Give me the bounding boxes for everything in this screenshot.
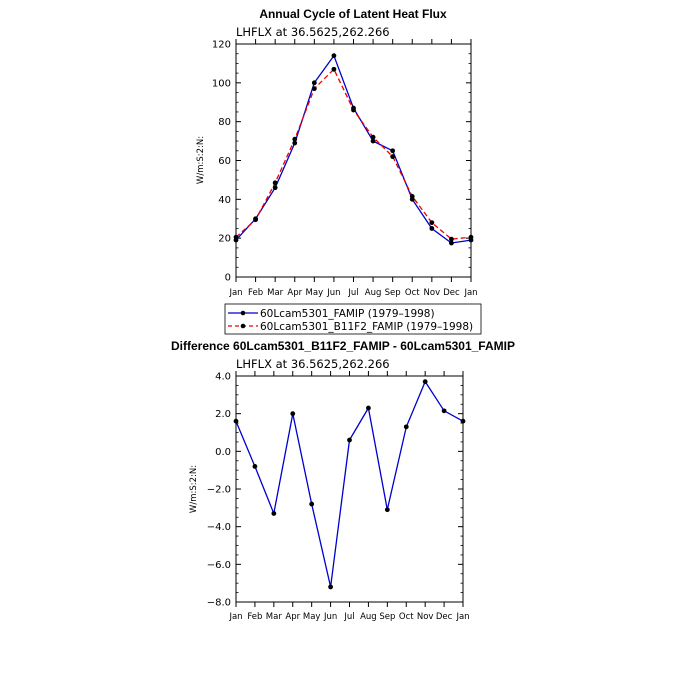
x-tick-label: Apr: [287, 288, 302, 298]
series-line-1: [235, 54, 472, 244]
data-point-series-1: [290, 411, 296, 417]
x-tick-label: Feb: [247, 612, 262, 622]
data-point-series-1: [370, 138, 376, 144]
data-point-series-2: [272, 180, 278, 186]
x-tick-label: Dec: [436, 612, 453, 622]
y-tick-label: −6.0: [207, 560, 231, 571]
x-tick-label: Nov: [417, 612, 434, 622]
x-tick-label: Mar: [266, 612, 283, 622]
data-point-series-1: [403, 424, 409, 430]
data-point-series-2: [390, 154, 396, 160]
data-point-series-1: [292, 140, 298, 146]
chart-1-subtitle: LHFLX at 36.5625,262.266: [236, 25, 390, 39]
data-point-series-2: [292, 136, 298, 142]
x-tick-label: Feb: [248, 288, 263, 298]
y-tick-label: 4.0: [215, 372, 231, 383]
chart-2-subtitle: LHFLX at 36.5625,262.266: [236, 357, 390, 371]
x-tick-label: May: [303, 612, 321, 622]
x-tick-label: Oct: [405, 288, 420, 298]
chart-2-title: Difference 60Lcam5301_B11F2_FAMIP - 60Lc…: [171, 339, 515, 353]
data-point-series-1: [422, 379, 428, 385]
difference-chart: Difference 60Lcam5301_B11F2_FAMIP - 60Lc…: [171, 339, 515, 622]
y-tick-label: 2.0: [215, 409, 231, 420]
data-point-series-2: [409, 194, 415, 199]
chart-2-y-axis-label: W/m:S:2:N:: [189, 465, 199, 513]
y-tick-label: 0: [225, 273, 231, 284]
data-point-series-1: [252, 464, 258, 469]
legend-frame: [224, 303, 482, 335]
data-point-series-1: [272, 185, 278, 191]
chart-1-title: Annual Cycle of Latent Heat Flux: [259, 7, 447, 21]
data-point-series-1: [429, 226, 435, 231]
x-tick-label: Jun: [326, 288, 340, 298]
y-tick-label: 40: [218, 195, 231, 206]
x-tick-label: Aug: [360, 612, 377, 622]
data-point-series-1: [390, 148, 396, 154]
y-tick-label: 80: [218, 117, 231, 128]
data-point-series-1: [309, 501, 315, 507]
x-tick-label: Mar: [267, 288, 284, 298]
annual-cycle-chart: Annual Cycle of Latent Heat Flux LHFLX a…: [196, 7, 482, 335]
data-point-series-2: [253, 217, 258, 223]
x-tick-label: Jun: [323, 612, 337, 622]
x-tick-label: Apr: [285, 612, 300, 622]
data-point-series-1: [233, 418, 239, 424]
data-point-series-2: [449, 236, 454, 242]
data-point-series-2: [331, 66, 337, 72]
x-tick-label: Jan: [228, 612, 242, 622]
y-tick-label: −8.0: [207, 598, 231, 609]
data-point-series-1: [311, 80, 317, 86]
chart-2-plot-frame: [235, 375, 464, 603]
data-point-series-2: [429, 220, 435, 226]
x-tick-label: Sep: [385, 288, 401, 298]
x-tick-label: Oct: [399, 612, 414, 622]
data-point-series-2: [370, 134, 376, 140]
x-tick-label: Sep: [379, 612, 395, 622]
x-tick-label: Jan: [228, 288, 242, 298]
data-point-series-1: [331, 53, 337, 59]
chart-1-y-axis-label: W/m:S:2:N:: [196, 136, 206, 184]
data-point-series-1: [328, 584, 333, 590]
legend-marker-series-2: [240, 323, 246, 329]
x-tick-label: Jul: [343, 612, 354, 622]
data-point-series-1: [449, 240, 454, 246]
x-tick-label: Jul: [347, 288, 358, 298]
y-tick-label: −4.0: [207, 522, 231, 533]
legend-label-series-1: 60Lcam5301_FAMIP (1979–1998): [260, 308, 435, 320]
data-point-series-1: [347, 437, 352, 443]
y-tick-label: 60: [218, 156, 231, 167]
chart-1-legend: 60Lcam5301_FAMIP (1979–1998) 60Lcam5301_…: [224, 303, 482, 335]
y-tick-label: 0.0: [215, 447, 231, 458]
x-tick-label: Nov: [424, 288, 441, 298]
series-line-1: [235, 380, 464, 588]
x-tick-label: May: [306, 288, 324, 298]
data-point-series-2: [351, 107, 356, 113]
y-tick-label: 20: [218, 234, 231, 245]
data-point-series-2: [311, 86, 317, 92]
data-point-series-1: [384, 507, 390, 513]
data-point-series-2: [233, 234, 239, 240]
legend-marker-series-1: [240, 310, 246, 316]
x-tick-label: Jan: [463, 288, 477, 298]
data-point-series-2: [468, 234, 474, 240]
y-tick-label: 120: [212, 40, 231, 51]
chart-1-plot-frame: [235, 43, 472, 278]
data-point-series-1: [271, 511, 277, 516]
x-tick-label: Jan: [455, 612, 469, 622]
y-tick-label: 100: [212, 78, 231, 89]
series-line-2: [235, 68, 472, 240]
legend-label-series-2: 60Lcam5301_B11F2_FAMIP (1979–1998): [260, 321, 473, 333]
x-tick-label: Dec: [443, 288, 460, 298]
data-point-series-1: [441, 408, 447, 414]
y-tick-label: −2.0: [207, 485, 231, 496]
data-point-series-1: [460, 418, 466, 424]
data-point-series-1: [366, 405, 371, 411]
x-tick-label: Aug: [365, 288, 382, 298]
